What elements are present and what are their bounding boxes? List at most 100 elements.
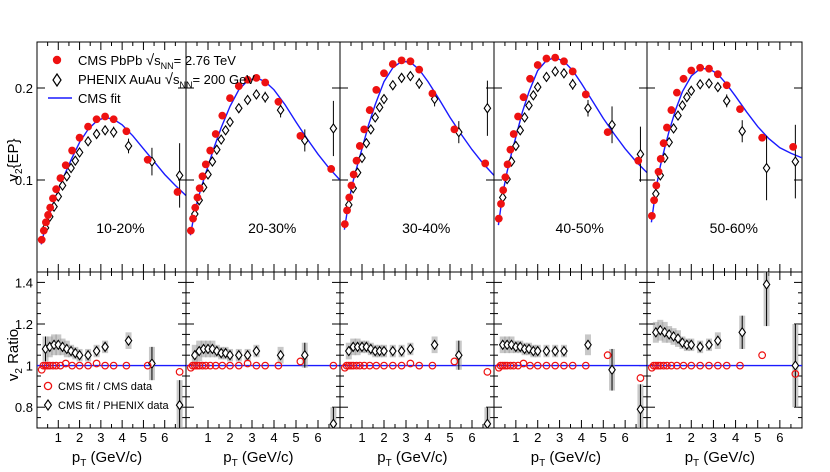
cms-point [581, 90, 590, 99]
x-tick-label: 2 [688, 430, 695, 445]
phenix-point [204, 169, 212, 180]
cms-point [296, 131, 305, 140]
cms-ratio-point [388, 361, 397, 370]
phenix-ratio-point [533, 345, 542, 357]
bottom-data [494, 334, 645, 428]
cms-point [261, 78, 270, 87]
x-axis-label-p: p [377, 449, 385, 466]
legend-cms-nn: NN [161, 61, 174, 71]
cms-ratio-point [603, 351, 612, 360]
cms-point [514, 112, 522, 121]
cms-point [68, 146, 77, 155]
cms-point [355, 142, 364, 150]
legend-phenix-nn: NN [179, 80, 192, 90]
panel-5: 1 2 3 4 5 6 pT (GeV/c) 50-60% [646, 41, 803, 469]
phenix-point [678, 100, 687, 111]
x-tick-label: 4 [732, 430, 739, 445]
x-tick-label: 1 [358, 430, 365, 445]
cms-point [494, 214, 503, 223]
panels-layer: 1 2 3 4 5 6pT (GeV/c)10-20%0.10.20.811.21.41 2… [15, 41, 803, 469]
phenix-ratio-point [430, 339, 439, 351]
x-axis-label-sub: T [232, 458, 238, 469]
phenix-point [84, 135, 92, 147]
x-axis-label-p: p [223, 449, 231, 466]
phenix-ratio-point [101, 341, 109, 353]
phenix-ratio-point [380, 345, 388, 357]
cms-point [687, 66, 696, 75]
x-tick-label: 5 [140, 430, 147, 445]
y-tick-label-bottom: 1 [26, 359, 33, 374]
x-axis-label-rest: (GeV/c) [238, 449, 294, 466]
phenix-point [221, 124, 230, 136]
phenix-point [713, 81, 722, 93]
phenix-point [529, 89, 538, 101]
x-axis-label-rest: (GeV/c) [392, 449, 448, 466]
cms-point [198, 172, 207, 181]
x-tick-label: 4 [578, 430, 585, 445]
bottom-data [37, 332, 184, 428]
cms-point [672, 88, 681, 97]
ylabel-bottom-rest: Ratio [5, 329, 22, 368]
phenix-point [722, 95, 731, 107]
legend-ratio-cms-label: CMS fit / CMS data [58, 381, 153, 393]
bottom-data [340, 336, 492, 428]
cms-ratio-point [663, 361, 671, 370]
cms-point [75, 133, 84, 142]
phenix-point [380, 93, 388, 105]
phenix-ratio-point [226, 349, 234, 361]
phenix-ratio-point [148, 358, 156, 369]
phenix-point [92, 128, 101, 140]
legend-fit-label: CMS fit [78, 91, 121, 106]
cms-ratio-point [274, 361, 283, 370]
legend-ratio-cms-marker [43, 381, 53, 391]
cms-point [713, 70, 722, 79]
panel-1: 1 2 3 4 5 6 pT (GeV/c) 10-20% [36, 41, 187, 469]
phenix-point [483, 102, 492, 114]
cms-ratio-point [654, 361, 662, 370]
cms-ratio-point [397, 361, 406, 370]
cms-point [143, 155, 152, 164]
cms-point [406, 57, 415, 66]
phenix-point [58, 180, 67, 191]
phenix-point [54, 191, 63, 203]
ylabel-top-rest: {EP} [5, 138, 22, 168]
cms-point [56, 174, 65, 183]
legend-cms-s: s [154, 53, 161, 68]
x-tick-label: 3 [710, 430, 717, 445]
cms-point [49, 194, 57, 203]
x-tick-label: 6 [161, 430, 168, 445]
cms-ratio-point [190, 361, 199, 370]
cms-ratio-point [68, 361, 77, 370]
panel-4: 1 2 3 4 5 6 pT (GeV/c) 40-50% [493, 41, 648, 469]
legend-cms-text: CMS PbPb [78, 53, 146, 68]
phenix-ratio-point [687, 339, 696, 351]
ylabel-top: v2{EP} [5, 138, 25, 181]
x-axis-label-p: p [72, 449, 80, 466]
x-tick-label: 1 [55, 430, 62, 445]
phenix-ratio-point [252, 345, 261, 357]
cms-ratio-point [581, 361, 590, 370]
cms-ratio-point [234, 361, 243, 370]
phenix-ratio-point [762, 279, 771, 290]
cms-point [789, 142, 798, 151]
phenix-point [791, 156, 800, 168]
top-data [647, 63, 802, 223]
cms-ratio-point [791, 370, 800, 378]
cms-point [343, 206, 351, 215]
centrality-label: 30-40% [402, 220, 450, 236]
panel-top-frame [646, 41, 803, 273]
cms-ratio-point [360, 361, 369, 370]
cms-point [509, 130, 518, 138]
legend-phenix-sqrt: √ [165, 71, 174, 88]
phenix-point [397, 72, 406, 84]
phenix-point [608, 119, 616, 131]
cms-ratio-point [415, 361, 424, 370]
cms-point [696, 63, 705, 72]
cms-point [603, 128, 612, 137]
ylabel-bottom-sub: 2 [14, 368, 25, 374]
cms-point [501, 173, 510, 182]
centrality-label: 50-60% [710, 220, 758, 236]
phenix-point [252, 88, 261, 100]
x-tick-label: 2 [534, 430, 541, 445]
cms-point [506, 145, 515, 154]
